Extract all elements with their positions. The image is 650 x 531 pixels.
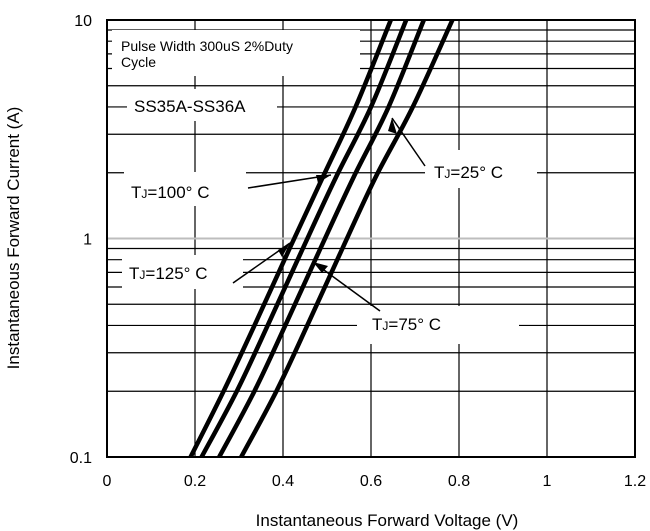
arrow-25 bbox=[388, 118, 397, 134]
label-box-100 bbox=[124, 172, 246, 206]
y-axis-label: Instantaneous Forward Current (A) bbox=[4, 107, 23, 370]
curve-series-2 bbox=[217, 19, 426, 459]
curve-series-0 bbox=[188, 19, 393, 459]
arrow-125 bbox=[278, 243, 290, 257]
x-tick-label: 0.8 bbox=[448, 473, 470, 490]
leader-25 bbox=[391, 117, 426, 167]
label-tj-75: TJ=75° C bbox=[372, 315, 441, 334]
label-box-125 bbox=[122, 255, 243, 289]
x-tick-label: 1 bbox=[543, 473, 552, 490]
label-box-75 bbox=[357, 306, 519, 344]
part-number-box bbox=[127, 89, 277, 121]
y-tick-label: 0.1 bbox=[70, 450, 92, 467]
label-tj-25: TJ=25° C bbox=[434, 163, 503, 182]
plot-frame bbox=[106, 19, 636, 458]
x-tick-label: 0.6 bbox=[360, 473, 382, 490]
y-tick-label: 1 bbox=[83, 232, 92, 249]
x-axis-label: Instantaneous Forward Voltage (V) bbox=[256, 511, 519, 530]
x-tick-label: 0.2 bbox=[184, 473, 206, 490]
part-number-label: SS35A-SS36A bbox=[134, 97, 246, 116]
arrow-100 bbox=[316, 175, 331, 183]
curve-series-3 bbox=[239, 19, 455, 459]
y-tick-label: 10 bbox=[74, 13, 92, 30]
y-tick-labels: 0.1 1 10 bbox=[70, 13, 92, 467]
x-tick-label: 1.2 bbox=[624, 473, 646, 490]
label-tj-100: TJ=100° C bbox=[131, 183, 209, 202]
condition-line-2: Cycle bbox=[121, 54, 156, 70]
arrow-heads bbox=[278, 118, 397, 273]
arrow-75 bbox=[313, 262, 328, 273]
curve-series-1 bbox=[199, 19, 409, 459]
condition-line-1: Pulse Width 300uS 2%Duty bbox=[121, 38, 293, 54]
x-tick-label: 0.4 bbox=[272, 473, 294, 490]
condition-box bbox=[112, 30, 360, 76]
label-box-25 bbox=[425, 150, 537, 188]
label-tj-125: TJ=125° C bbox=[129, 264, 207, 283]
curves bbox=[188, 19, 455, 459]
x-tick-labels: 0 0.2 0.4 0.6 0.8 1 1.2 bbox=[103, 473, 647, 490]
x-tick-label: 0 bbox=[103, 473, 112, 490]
